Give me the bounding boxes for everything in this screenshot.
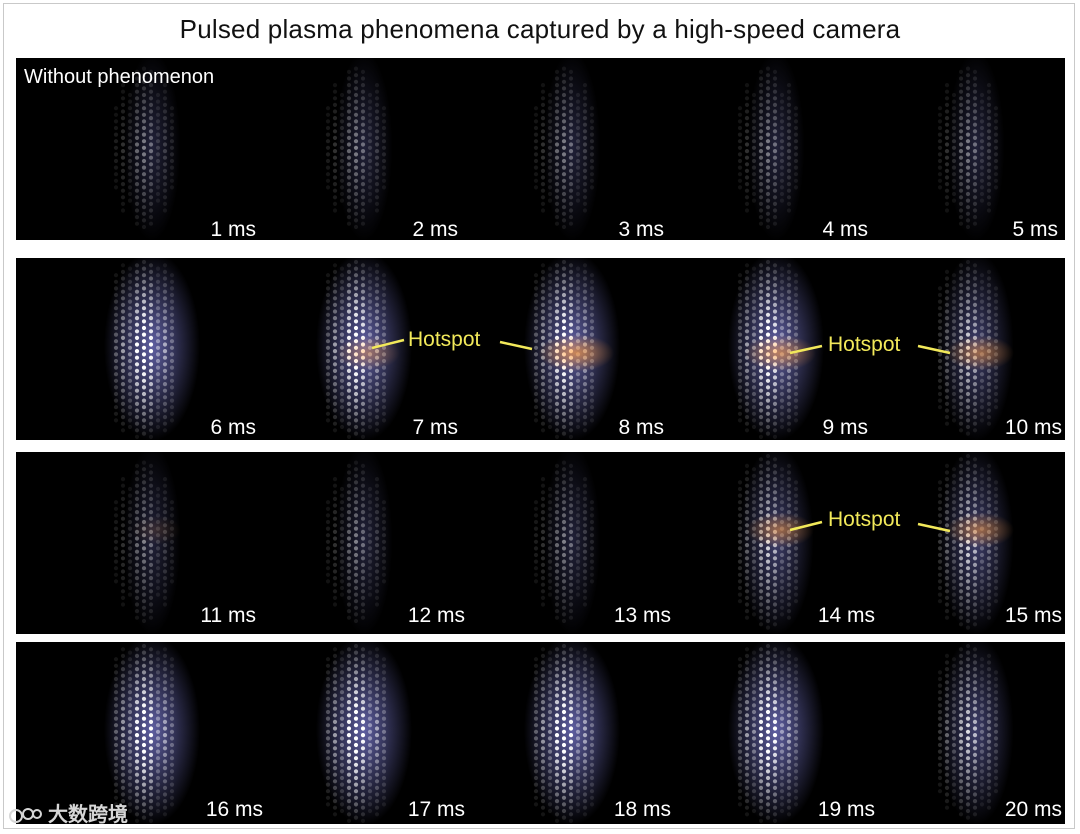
time-label: 7 ms [412,416,458,439]
plasma-frame-5 [937,58,1005,240]
hotspot-label: Hotspot [828,508,901,531]
frame-strip-2: Hotspot Hotspot 6 ms 7 ms 8 ms 9 ms 10 m… [16,258,1065,440]
frame-strip-3: Hotspot 11 ms 12 ms 13 ms 14 ms 15 ms [16,452,1065,634]
time-label: 4 ms [822,218,868,240]
hotspot-glow [744,334,816,372]
figure-title: Pulsed plasma phenomena captured by a hi… [179,14,901,44]
time-label: 18 ms [613,798,671,821]
plasma-frame-1 [113,58,181,240]
watermark-text: 大数跨境 [48,804,128,826]
hotspot-glow [946,512,1014,548]
hotspot-pointers [371,338,951,355]
hotspot-label: Hotspot [828,333,901,356]
time-label: 9 ms [822,416,868,439]
strip-4-image [104,642,1014,824]
plasma-frame-3 [533,58,601,240]
time-label: 17 ms [407,798,465,821]
strip-2-image [104,258,1014,440]
frame-strip-4: 16 ms 17 ms 18 ms 19 ms 20 ms [16,642,1065,824]
frame-strip-1: Without phenomenon 1 ms 2 ms 3 ms 4 ms 5… [16,58,1065,240]
plasma-frame-4 [728,258,824,440]
plasma-frame-5 [937,452,1014,634]
hotspot-label: Hotspot [408,328,481,351]
hotspot-pointers [789,520,951,533]
hotspot-glow [946,335,1014,371]
time-label: 5 ms [1012,218,1058,240]
watermark-logo-icon [9,807,42,823]
strip-note: Without phenomenon [24,66,215,88]
time-label: 8 ms [618,416,664,439]
plasma-frame-5 [937,258,1014,440]
time-label: 16 ms [205,798,263,821]
plasma-frame-2 [316,642,412,824]
figure-frame [3,3,1075,829]
plasma-frame-2 [325,452,393,634]
plasma-frame-3 [524,258,620,440]
plasma-frame-3 [524,642,620,824]
plasma-frame-5 [937,642,1014,824]
plasma-frame-4 [728,642,824,824]
plasma-frame-1 [104,642,200,824]
time-label: 6 ms [210,416,256,439]
time-label: 14 ms [817,604,875,627]
plasma-frame-1 [113,452,181,634]
strip-1-image [113,58,1005,240]
hotspot-glow [538,334,614,372]
time-label: 13 ms [613,604,671,627]
time-label: 1 ms [210,218,256,240]
hotspot-glow [746,512,814,548]
time-label: 2 ms [412,218,458,240]
plasma-frame-3 [533,452,601,634]
plasma-frame-4 [737,58,805,240]
time-label: 3 ms [618,218,664,240]
time-label: 12 ms [407,604,465,627]
time-label: 15 ms [1004,604,1062,627]
time-label: 19 ms [817,798,875,821]
plasma-frame-2 [325,58,393,240]
strip-3-image [113,452,1014,634]
hotspot-glow [131,515,181,545]
plasma-frame-1 [104,258,200,440]
watermark: 大数跨境 [8,798,128,827]
time-label: 20 ms [1004,798,1062,821]
plasma-frame-4 [737,452,814,634]
time-label: 11 ms [200,604,256,627]
time-label: 10 ms [1004,416,1062,439]
